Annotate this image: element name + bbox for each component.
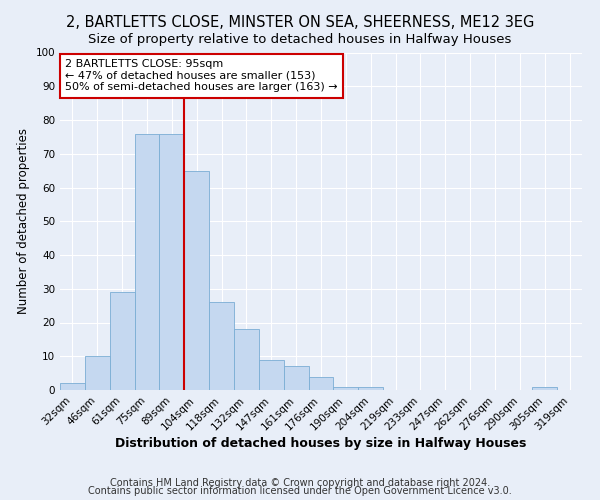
Bar xyxy=(134,134,160,390)
X-axis label: Distribution of detached houses by size in Halfway Houses: Distribution of detached houses by size … xyxy=(115,438,527,450)
Bar xyxy=(358,386,383,390)
Bar xyxy=(60,383,85,390)
Text: 2 BARTLETTS CLOSE: 95sqm
← 47% of detached houses are smaller (153)
50% of semi-: 2 BARTLETTS CLOSE: 95sqm ← 47% of detach… xyxy=(65,59,338,92)
Bar xyxy=(160,134,184,390)
Bar xyxy=(209,302,234,390)
Bar xyxy=(284,366,308,390)
Y-axis label: Number of detached properties: Number of detached properties xyxy=(17,128,30,314)
Bar xyxy=(85,356,110,390)
Bar xyxy=(259,360,284,390)
Text: Contains HM Land Registry data © Crown copyright and database right 2024.: Contains HM Land Registry data © Crown c… xyxy=(110,478,490,488)
Bar xyxy=(308,376,334,390)
Text: 2, BARTLETTS CLOSE, MINSTER ON SEA, SHEERNESS, ME12 3EG: 2, BARTLETTS CLOSE, MINSTER ON SEA, SHEE… xyxy=(66,15,534,30)
Bar xyxy=(532,386,557,390)
Bar xyxy=(184,170,209,390)
Bar xyxy=(110,292,134,390)
Text: Size of property relative to detached houses in Halfway Houses: Size of property relative to detached ho… xyxy=(88,32,512,46)
Bar xyxy=(334,386,358,390)
Bar xyxy=(234,329,259,390)
Text: Contains public sector information licensed under the Open Government Licence v3: Contains public sector information licen… xyxy=(88,486,512,496)
